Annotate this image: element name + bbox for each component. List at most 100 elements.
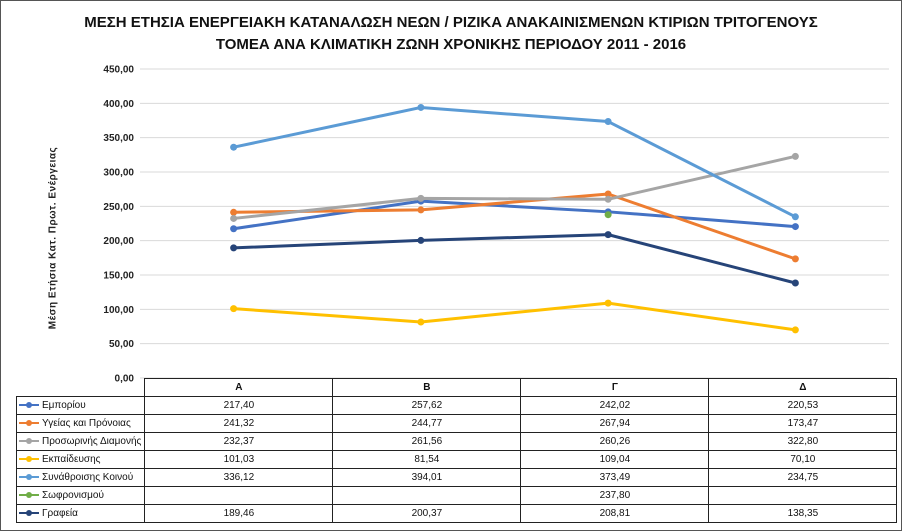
series-Σωφρονισμού — [604, 211, 612, 219]
data-point — [230, 214, 238, 222]
series-line — [232, 233, 797, 285]
legend-marker — [19, 437, 39, 445]
data-label: 173,47 — [708, 414, 898, 433]
y-tick-label: 400,00 — [103, 99, 134, 110]
legend-label: Εκπαίδευσης — [42, 453, 101, 465]
legend-entry: Γραφεία — [15, 504, 146, 523]
y-tick-label: 450,00 — [103, 65, 134, 76]
data-point — [230, 225, 238, 233]
legend-marker — [19, 455, 39, 463]
data-label — [332, 486, 522, 505]
legend-marker — [19, 419, 39, 427]
legend-marker — [19, 509, 39, 517]
data-label: 208,81 — [520, 504, 710, 523]
legend-entry: Εμπορίου — [15, 396, 146, 415]
x-tick-label: Γ — [520, 378, 710, 397]
data-label: 241,32 — [144, 414, 334, 433]
legend-label: Εμπορίου — [42, 399, 86, 411]
series-line — [232, 192, 797, 261]
legend-label: Συνάθροισης Κοινού — [42, 471, 134, 483]
legend-label: Υγείας και Πρόνοιας — [42, 417, 131, 429]
data-label: 70,10 — [708, 450, 898, 469]
data-label: 101,03 — [144, 450, 334, 469]
series-line — [232, 154, 797, 220]
data-point — [604, 299, 612, 307]
data-point — [230, 208, 238, 216]
data-label: 109,04 — [520, 450, 710, 469]
data-point — [417, 103, 425, 111]
data-point — [230, 305, 238, 313]
data-table-row: Γραφεία 189,46 200,37 208,81 138,35 — [15, 504, 898, 523]
series-Γραφεία — [230, 231, 799, 287]
x-tick-label: Δ — [708, 378, 898, 397]
y-tick-label: 250,00 — [103, 202, 134, 213]
data-label: 244,77 — [332, 414, 522, 433]
data-label: 394,01 — [332, 468, 522, 487]
x-tick-label: Β — [332, 378, 522, 397]
data-point — [230, 143, 238, 151]
data-table-row: Υγείας και Πρόνοιας 241,32 244,77 267,94 173… — [15, 414, 898, 433]
data-label: 373,49 — [520, 468, 710, 487]
data-table-row: Προσωρινής Διαμονής 232,37 261,56 260,26 322… — [15, 432, 898, 451]
data-label: 260,26 — [520, 432, 710, 451]
data-label: 220,53 — [708, 396, 898, 415]
data-point — [791, 152, 799, 160]
series-Υγείας και Πρόνοιας — [230, 190, 799, 263]
series-lines — [230, 103, 799, 334]
data-point — [791, 326, 799, 334]
legend-label: Προσωρινής Διαμονής — [42, 435, 142, 447]
data-point — [604, 118, 612, 126]
legend-entry: Προσωρινής Διαμονής — [15, 432, 146, 451]
data-point — [417, 236, 425, 244]
data-point — [791, 223, 799, 231]
legend-label: Σωφρονισμού — [42, 489, 104, 501]
data-point — [791, 279, 799, 287]
y-tick-label: 50,00 — [109, 339, 134, 350]
series-line — [232, 105, 797, 219]
y-axis-ticks: 0,0050,00100,00150,00200,00250,00300,003… — [103, 65, 134, 385]
data-label: 217,40 — [144, 396, 334, 415]
data-label: 81,54 — [332, 450, 522, 469]
chart-title-line-2: ΤΟΜΕΑ ΑΝΑ ΚΛΙΜΑΤΙΚΗ ΖΩΝΗ ΧΡΟΝΙΚΗΣ ΠΕΡΙΟΔ… — [215, 36, 687, 53]
data-point — [417, 194, 425, 202]
data-table-row: Συνάθροισης Κοινού 336,12 394,01 373,49 234,… — [15, 468, 898, 487]
legend-marker — [19, 401, 39, 409]
data-label: 257,62 — [332, 396, 522, 415]
data-label: 200,37 — [332, 504, 522, 523]
data-table-row: Εμπορίου 217,40 257,62 242,02 220,53 — [15, 396, 898, 415]
y-tick-label: 150,00 — [103, 271, 134, 282]
data-label: 189,46 — [144, 504, 334, 523]
data-point — [604, 211, 612, 219]
data-point — [791, 213, 799, 221]
legend-marker — [19, 473, 39, 481]
data-label: 237,80 — [520, 486, 710, 505]
y-tick-label: 350,00 — [103, 133, 134, 144]
y-tick-label: 100,00 — [103, 305, 134, 316]
y-tick-label: 300,00 — [103, 168, 134, 179]
legend-label: Γραφεία — [42, 507, 78, 519]
legend-entry: Υγείας και Πρόνοιας — [15, 414, 146, 433]
data-label: 232,37 — [144, 432, 334, 451]
data-label: 322,80 — [708, 432, 898, 451]
data-point — [604, 190, 612, 198]
series-line — [232, 199, 797, 231]
data-label: 138,35 — [708, 504, 898, 523]
data-label — [144, 486, 334, 505]
data-point — [230, 244, 238, 252]
data-label: 261,56 — [332, 432, 522, 451]
y-tick-label: 200,00 — [103, 236, 134, 247]
data-table-row: Εκπαίδευσης 101,03 81,54 109,04 70,10 — [15, 450, 898, 469]
x-tick-label: Α — [144, 378, 334, 397]
legend-entry: Εκπαίδευσης — [15, 450, 146, 469]
legend-entry: Συνάθροισης Κοινού — [15, 468, 146, 487]
data-table-row: Σωφρονισμού 237,80 — [15, 486, 898, 505]
chart-title-line-1: ΜΕΣΗ ΕΤΗΣΙΑ ΕΝΕΡΓΕΙΑΚΗ ΚΑΤΑΝΑΛΩΣΗ ΝΕΩΝ /… — [84, 14, 818, 31]
series-Εκπαίδευσης — [230, 299, 799, 334]
data-table-corner — [16, 378, 146, 397]
data-point — [417, 318, 425, 326]
data-label: 234,75 — [708, 468, 898, 487]
chart-title: ΜΕΣΗ ΕΤΗΣΙΑ ΕΝΕΡΓΕΙΑΚΗ ΚΑΤΑΝΑΛΩΣΗ ΝΕΩΝ /… — [0, 12, 902, 56]
